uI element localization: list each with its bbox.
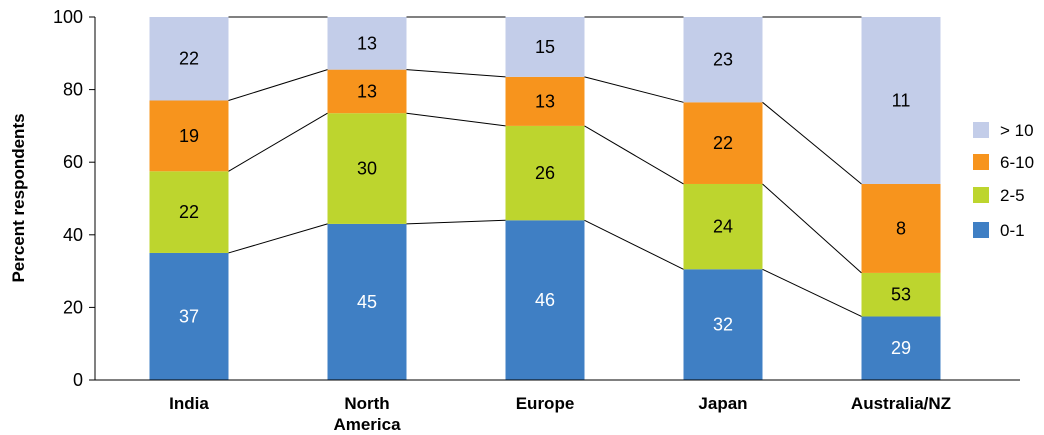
data-label: 23 (713, 50, 733, 70)
y-tick-label: 20 (63, 297, 83, 317)
bar-north-america-0-1 (327, 223, 407, 380)
data-label: 24 (713, 217, 733, 237)
x-category-label: Australia/NZ (851, 394, 951, 413)
connector-line (762, 101, 862, 185)
bar-india-0-1 (149, 252, 229, 380)
legend-label: > 10 (1000, 121, 1034, 140)
bar-europe-10 (505, 17, 585, 77)
y-tick-label: 0 (73, 370, 83, 390)
x-category-label: India (169, 394, 209, 413)
legend-label: 0-1 (1000, 221, 1025, 240)
data-label: 37 (179, 306, 199, 326)
data-label: 30 (357, 159, 377, 179)
bar-australia-nz-10 (861, 17, 941, 184)
bar-japan-2-5 (683, 183, 763, 270)
legend-swatch (973, 122, 989, 138)
connector-line (406, 69, 506, 78)
bar-india-6-10 (149, 100, 229, 172)
data-label: 19 (179, 126, 199, 146)
data-label: 32 (713, 315, 733, 335)
bar-europe-0-1 (505, 220, 585, 380)
y-tick-label: 60 (63, 152, 83, 172)
y-tick-label: 40 (63, 225, 83, 245)
legend-label: 2-5 (1000, 186, 1025, 205)
data-label: 11 (892, 90, 911, 110)
data-label: 22 (713, 133, 733, 153)
legend-swatch (973, 187, 989, 203)
x-category-label: Japan (698, 394, 747, 413)
data-label: 22 (179, 49, 199, 69)
data-label: 22 (179, 202, 199, 222)
bar-india-2-5 (149, 171, 229, 253)
bar-north-america-10 (327, 17, 407, 70)
connector-line (406, 219, 506, 225)
x-category-label: Europe (516, 394, 575, 413)
axes (94, 17, 1020, 381)
connector-line (762, 183, 862, 274)
legend: > 10 6-10 2-5 0-1 (973, 121, 1034, 240)
connector-line (228, 69, 328, 101)
connector-line (228, 223, 328, 254)
connector-line (584, 219, 684, 270)
data-label: 45 (357, 292, 377, 312)
x-category-label: North America (333, 394, 401, 434)
data-label: 26 (535, 163, 555, 183)
bar-europe-6-10 (505, 76, 585, 126)
y-tick-label: 80 (63, 80, 83, 100)
bar-north-america-6-10 (327, 69, 407, 114)
bars-layer: 37 22 19 22 45 30 13 13 46 26 13 15 32 24 22 23 29 53 8 11 (149, 17, 941, 380)
connector-line (584, 76, 684, 103)
data-label: 53 (891, 285, 911, 305)
data-label: 46 (535, 290, 555, 310)
bar-australia-nz-0-1 (861, 316, 941, 380)
bar-australia-nz-6-10 (861, 183, 941, 273)
bar-australia-nz-2-5 (861, 272, 941, 317)
bar-japan-10 (683, 17, 763, 103)
data-label: 15 (535, 37, 555, 57)
connector-line (762, 268, 862, 317)
bar-north-america-2-5 (327, 113, 407, 224)
data-label: 8 (896, 218, 906, 238)
legend-swatch (973, 154, 989, 170)
data-label: 29 (891, 338, 911, 358)
connector-lines (228, 16, 862, 317)
data-label: 13 (535, 91, 555, 111)
connector-line (406, 112, 506, 127)
x-category-labels: India North America Europe Japan Australia/NZ (169, 394, 951, 434)
y-tick-label: 100 (53, 7, 83, 27)
bar-japan-0-1 (683, 269, 763, 380)
bar-japan-6-10 (683, 102, 763, 184)
y-ticks: 0 20 40 60 80 100 (53, 7, 95, 390)
bar-india-10 (149, 17, 229, 101)
connector-line (584, 125, 684, 185)
data-label: 13 (357, 81, 377, 101)
legend-label: 6-10 (1000, 153, 1034, 172)
bar-europe-2-5 (505, 125, 585, 221)
legend-swatch (973, 222, 989, 238)
data-label: 13 (357, 33, 377, 53)
y-axis-title: Percent respondents (9, 113, 28, 282)
connector-line (228, 112, 328, 172)
